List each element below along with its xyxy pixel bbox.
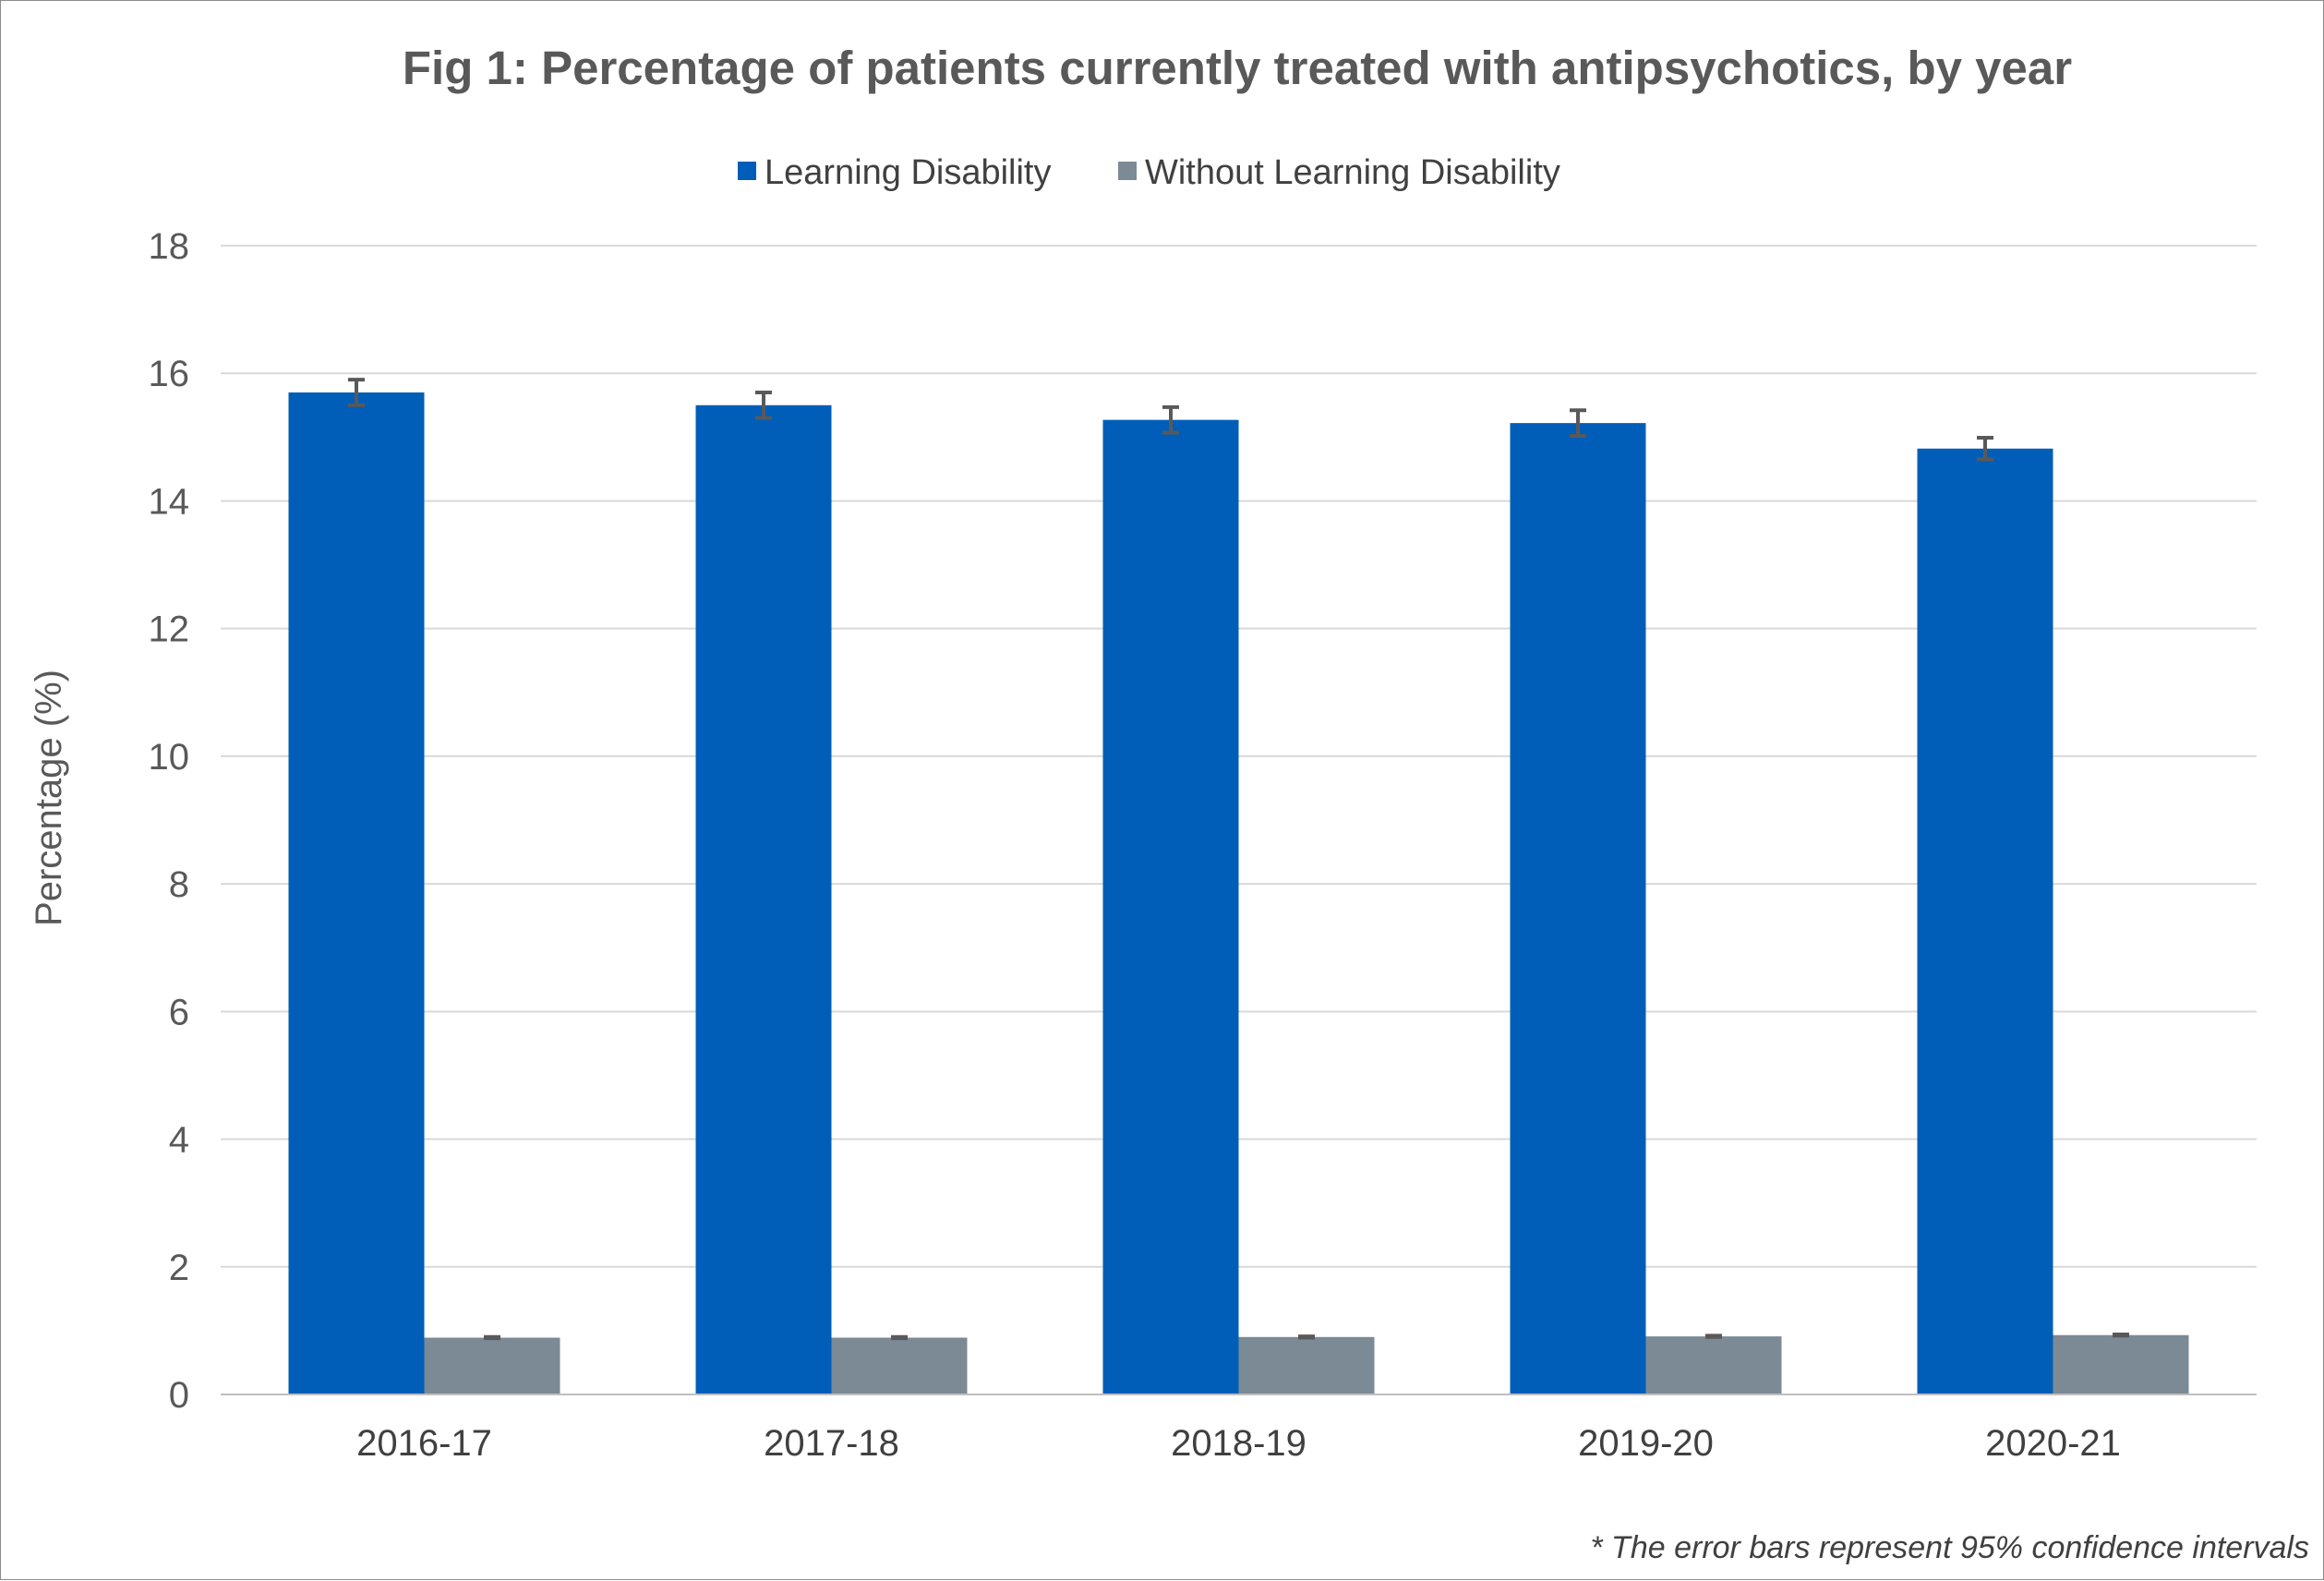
error-bar-learning-disability-2020-21	[1977, 436, 1993, 462]
error-bar-without-learning-disability-2016-17	[484, 1334, 500, 1341]
bar-learning-disability-2017-18	[695, 404, 832, 1394]
legend: Learning Disability Without Learning Dis…	[738, 153, 1560, 192]
error-bar-without-learning-disability-2020-21	[2113, 1333, 2129, 1338]
legend-swatch-learning-disability	[738, 162, 756, 180]
bar-learning-disability-2019-20	[1510, 423, 1646, 1394]
error-bar-learning-disability-2018-19	[1162, 404, 1179, 435]
y-tick-label-14: 14	[149, 481, 190, 522]
y-axis-tick-labels: 0 2 4 6 8 10 12 14 16 18	[149, 226, 190, 1416]
x-category-label-2019-20: 2019-20	[1578, 1423, 1714, 1464]
y-tick-label-18: 18	[149, 226, 190, 267]
legend-swatch-without-learning-disability	[1118, 162, 1137, 180]
legend-label-without-learning-disability: Without Learning Disability	[1145, 153, 1560, 192]
bar-without-learning-disability-2019-20	[1645, 1336, 1782, 1394]
footnote: * The error bars represent 95% confidenc…	[1590, 1530, 2309, 1565]
x-category-label-2017-18: 2017-18	[764, 1423, 899, 1464]
bar-without-learning-disability-2016-17	[424, 1337, 560, 1394]
error-bar-without-learning-disability-2017-18	[891, 1334, 908, 1341]
bar-learning-disability-2020-21	[1917, 448, 2053, 1395]
error-bar-without-learning-disability-2019-20	[1705, 1334, 1722, 1339]
y-tick-label-6: 6	[169, 992, 189, 1032]
bar-without-learning-disability-2020-21	[2053, 1334, 2189, 1394]
error-bars	[348, 378, 2129, 1341]
error-bar-learning-disability-2016-17	[348, 378, 365, 407]
y-tick-label-2: 2	[169, 1248, 189, 1288]
error-bar-learning-disability-2017-18	[755, 390, 772, 420]
y-tick-label-10: 10	[149, 737, 190, 778]
y-axis-title: Percentage (%)	[29, 670, 69, 926]
x-category-label-2018-19: 2018-19	[1171, 1423, 1306, 1464]
error-bar-learning-disability-2019-20	[1570, 408, 1586, 438]
y-tick-label-12: 12	[149, 609, 190, 650]
bars	[288, 392, 2189, 1395]
bar-learning-disability-2018-19	[1102, 419, 1239, 1394]
bar-without-learning-disability-2017-18	[831, 1337, 968, 1394]
bar-learning-disability-2016-17	[288, 392, 425, 1394]
y-tick-label-0: 0	[169, 1375, 189, 1416]
y-tick-label-8: 8	[169, 864, 189, 905]
bar-without-learning-disability-2018-19	[1238, 1336, 1375, 1394]
x-category-label-2016-17: 2016-17	[356, 1423, 492, 1464]
y-tick-label-4: 4	[169, 1120, 189, 1161]
x-category-label-2020-21: 2020-21	[1985, 1423, 2121, 1464]
error-bar-without-learning-disability-2018-19	[1298, 1334, 1315, 1340]
y-tick-label-16: 16	[149, 354, 190, 394]
x-axis-category-labels: 2016-17 2017-18 2018-19 2019-20 2020-21	[356, 1423, 2121, 1464]
legend-label-learning-disability: Learning Disability	[765, 153, 1052, 192]
chart-title: Fig 1: Percentage of patients currently …	[403, 42, 2072, 94]
